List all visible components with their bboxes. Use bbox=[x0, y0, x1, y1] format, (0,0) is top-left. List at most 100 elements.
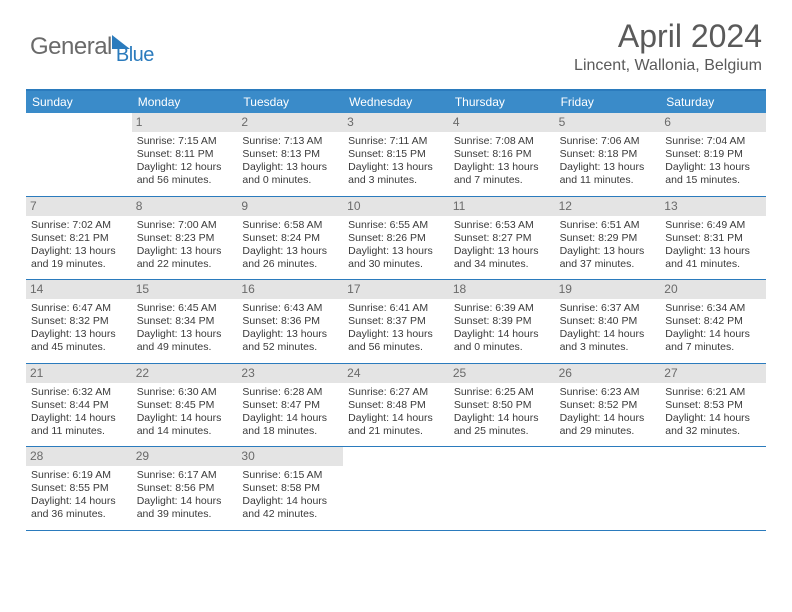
month-title: April 2024 bbox=[574, 18, 762, 55]
day-number: 2 bbox=[237, 113, 343, 132]
day-number: 21 bbox=[26, 364, 132, 383]
cell-line: and 11 minutes. bbox=[31, 425, 127, 438]
cell-line: and 36 minutes. bbox=[31, 508, 127, 521]
calendar-cell: 8Sunrise: 7:00 AMSunset: 8:23 PMDaylight… bbox=[132, 197, 238, 280]
calendar-cell: 18Sunrise: 6:39 AMSunset: 8:39 PMDayligh… bbox=[449, 280, 555, 363]
cell-line: Sunset: 8:56 PM bbox=[137, 482, 233, 495]
cell-line: Sunrise: 6:27 AM bbox=[348, 386, 444, 399]
cell-line: Sunset: 8:42 PM bbox=[665, 315, 761, 328]
cell-line: Sunset: 8:27 PM bbox=[454, 232, 550, 245]
cell-line: Daylight: 14 hours bbox=[560, 412, 656, 425]
logo-text-blue: Blue bbox=[116, 44, 154, 67]
cell-line: Sunrise: 6:43 AM bbox=[242, 302, 338, 315]
calendar: SundayMondayTuesdayWednesdayThursdayFrid… bbox=[26, 89, 766, 531]
day-number: 12 bbox=[555, 197, 661, 216]
cell-line: Daylight: 14 hours bbox=[665, 328, 761, 341]
cell-line: Sunset: 8:21 PM bbox=[31, 232, 127, 245]
weeks-container: .1Sunrise: 7:15 AMSunset: 8:11 PMDayligh… bbox=[26, 113, 766, 531]
week-row: 7Sunrise: 7:02 AMSunset: 8:21 PMDaylight… bbox=[26, 197, 766, 281]
day-header: Monday bbox=[132, 91, 238, 113]
day-number: 28 bbox=[26, 447, 132, 466]
calendar-cell: 17Sunrise: 6:41 AMSunset: 8:37 PMDayligh… bbox=[343, 280, 449, 363]
week-row: 21Sunrise: 6:32 AMSunset: 8:44 PMDayligh… bbox=[26, 364, 766, 448]
cell-line: Daylight: 14 hours bbox=[560, 328, 656, 341]
cell-line: Sunset: 8:18 PM bbox=[560, 148, 656, 161]
calendar-cell: 24Sunrise: 6:27 AMSunset: 8:48 PMDayligh… bbox=[343, 364, 449, 447]
logo-text-general: General bbox=[30, 33, 112, 61]
cell-line: Sunrise: 6:49 AM bbox=[665, 219, 761, 232]
cell-line: Sunset: 8:58 PM bbox=[242, 482, 338, 495]
cell-line: and 22 minutes. bbox=[137, 258, 233, 271]
cell-line: Sunset: 8:24 PM bbox=[242, 232, 338, 245]
calendar-cell: 2Sunrise: 7:13 AMSunset: 8:13 PMDaylight… bbox=[237, 113, 343, 196]
cell-line: Daylight: 14 hours bbox=[348, 412, 444, 425]
cell-line: Sunrise: 6:23 AM bbox=[560, 386, 656, 399]
calendar-cell: 21Sunrise: 6:32 AMSunset: 8:44 PMDayligh… bbox=[26, 364, 132, 447]
cell-line: Sunrise: 6:34 AM bbox=[665, 302, 761, 315]
cell-line: and 0 minutes. bbox=[242, 174, 338, 187]
week-row: 14Sunrise: 6:47 AMSunset: 8:32 PMDayligh… bbox=[26, 280, 766, 364]
day-number: 23 bbox=[237, 364, 343, 383]
day-header: Tuesday bbox=[237, 91, 343, 113]
calendar-cell: 22Sunrise: 6:30 AMSunset: 8:45 PMDayligh… bbox=[132, 364, 238, 447]
cell-line: Sunrise: 6:15 AM bbox=[242, 469, 338, 482]
cell-line: Sunset: 8:55 PM bbox=[31, 482, 127, 495]
cell-line: Daylight: 13 hours bbox=[348, 161, 444, 174]
location-label: Lincent, Wallonia, Belgium bbox=[574, 57, 762, 75]
cell-line: and 19 minutes. bbox=[31, 258, 127, 271]
day-number: 26 bbox=[555, 364, 661, 383]
cell-line: Sunrise: 7:02 AM bbox=[31, 219, 127, 232]
cell-line: Sunset: 8:34 PM bbox=[137, 315, 233, 328]
cell-line: Daylight: 13 hours bbox=[348, 245, 444, 258]
cell-line: and 34 minutes. bbox=[454, 258, 550, 271]
cell-line: and 25 minutes. bbox=[454, 425, 550, 438]
cell-line: Sunset: 8:37 PM bbox=[348, 315, 444, 328]
cell-line: Sunrise: 6:25 AM bbox=[454, 386, 550, 399]
cell-line: and 37 minutes. bbox=[560, 258, 656, 271]
cell-line: and 49 minutes. bbox=[137, 341, 233, 354]
cell-line: Sunrise: 6:30 AM bbox=[137, 386, 233, 399]
day-number: 30 bbox=[237, 447, 343, 466]
cell-line: Daylight: 13 hours bbox=[242, 328, 338, 341]
cell-line: Daylight: 14 hours bbox=[137, 412, 233, 425]
cell-line: Sunrise: 6:51 AM bbox=[560, 219, 656, 232]
day-header: Thursday bbox=[449, 91, 555, 113]
week-row: .1Sunrise: 7:15 AMSunset: 8:11 PMDayligh… bbox=[26, 113, 766, 197]
cell-line: Sunset: 8:26 PM bbox=[348, 232, 444, 245]
cell-line: Daylight: 14 hours bbox=[454, 328, 550, 341]
cell-line: Sunset: 8:52 PM bbox=[560, 399, 656, 412]
cell-line: Sunrise: 6:21 AM bbox=[665, 386, 761, 399]
title-block: April 2024 Lincent, Wallonia, Belgium bbox=[574, 18, 762, 75]
cell-line: and 32 minutes. bbox=[665, 425, 761, 438]
day-number: 19 bbox=[555, 280, 661, 299]
calendar-cell: 12Sunrise: 6:51 AMSunset: 8:29 PMDayligh… bbox=[555, 197, 661, 280]
calendar-cell: 4Sunrise: 7:08 AMSunset: 8:16 PMDaylight… bbox=[449, 113, 555, 196]
cell-line: and 7 minutes. bbox=[665, 341, 761, 354]
day-number: 15 bbox=[132, 280, 238, 299]
day-number: 27 bbox=[660, 364, 766, 383]
cell-line: Sunset: 8:16 PM bbox=[454, 148, 550, 161]
cell-line: and 52 minutes. bbox=[242, 341, 338, 354]
cell-line: Sunrise: 6:19 AM bbox=[31, 469, 127, 482]
day-number: 4 bbox=[449, 113, 555, 132]
day-number: 25 bbox=[449, 364, 555, 383]
cell-line: and 0 minutes. bbox=[454, 341, 550, 354]
calendar-cell: 29Sunrise: 6:17 AMSunset: 8:56 PMDayligh… bbox=[132, 447, 238, 530]
cell-line: Daylight: 13 hours bbox=[665, 245, 761, 258]
day-number: 3 bbox=[343, 113, 449, 132]
day-header: Saturday bbox=[660, 91, 766, 113]
calendar-cell: 10Sunrise: 6:55 AMSunset: 8:26 PMDayligh… bbox=[343, 197, 449, 280]
cell-line: Sunrise: 6:47 AM bbox=[31, 302, 127, 315]
cell-line: and 21 minutes. bbox=[348, 425, 444, 438]
cell-line: Sunrise: 6:37 AM bbox=[560, 302, 656, 315]
cell-line: Daylight: 14 hours bbox=[454, 412, 550, 425]
calendar-cell: 25Sunrise: 6:25 AMSunset: 8:50 PMDayligh… bbox=[449, 364, 555, 447]
calendar-cell: 20Sunrise: 6:34 AMSunset: 8:42 PMDayligh… bbox=[660, 280, 766, 363]
calendar-cell: 7Sunrise: 7:02 AMSunset: 8:21 PMDaylight… bbox=[26, 197, 132, 280]
cell-line: Sunset: 8:11 PM bbox=[137, 148, 233, 161]
cell-line: Sunrise: 6:53 AM bbox=[454, 219, 550, 232]
cell-line: and 42 minutes. bbox=[242, 508, 338, 521]
cell-line: Daylight: 14 hours bbox=[665, 412, 761, 425]
cell-line: and 56 minutes. bbox=[348, 341, 444, 354]
day-header: Sunday bbox=[26, 91, 132, 113]
